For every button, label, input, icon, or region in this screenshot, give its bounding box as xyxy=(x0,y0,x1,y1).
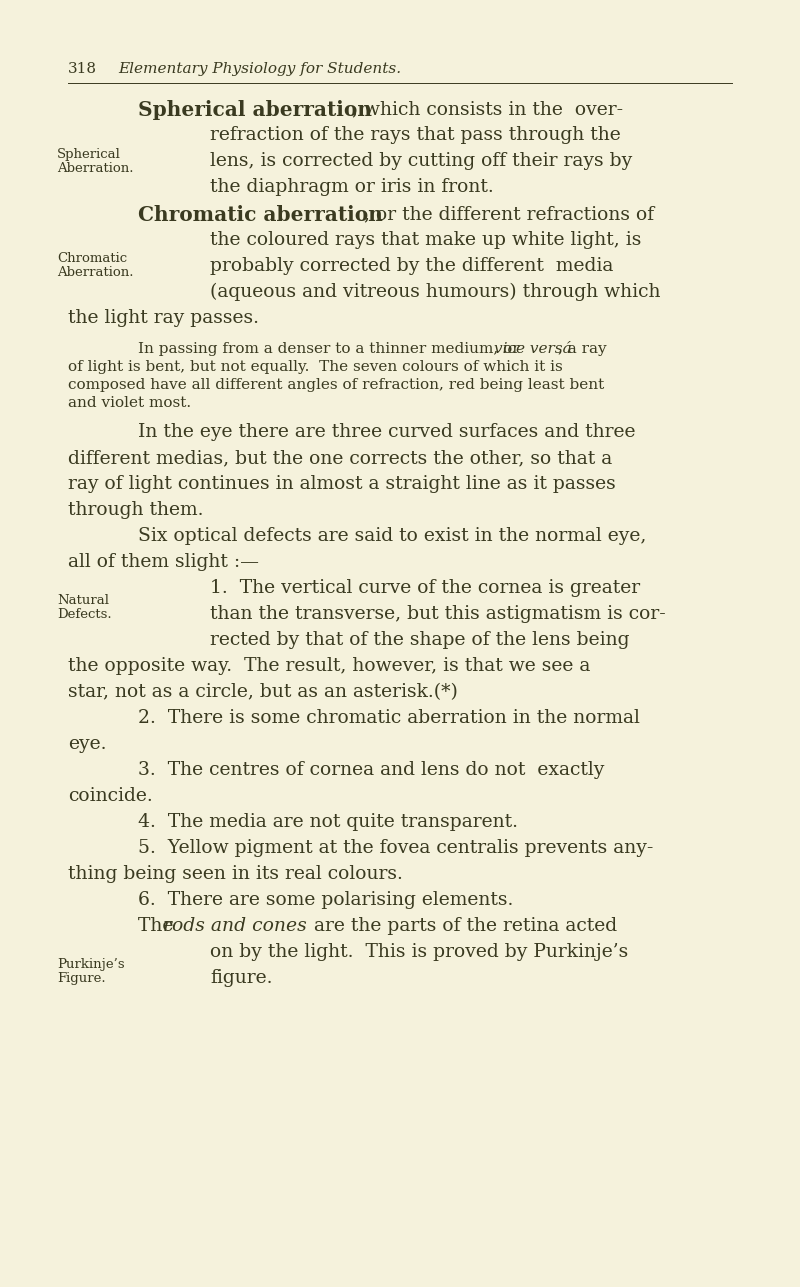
Text: 318: 318 xyxy=(68,62,97,76)
Text: Defects.: Defects. xyxy=(57,607,112,622)
Text: ray of light continues in almost a straight line as it passes: ray of light continues in almost a strai… xyxy=(68,475,616,493)
Text: Figure.: Figure. xyxy=(57,972,106,985)
Text: refraction of the rays that pass through the: refraction of the rays that pass through… xyxy=(210,126,621,144)
Text: probably corrected by the different  media: probably corrected by the different medi… xyxy=(210,257,614,275)
Text: 1.  The vertical curve of the cornea is greater: 1. The vertical curve of the cornea is g… xyxy=(210,579,640,597)
Text: than the transverse, but this astigmatism is cor-: than the transverse, but this astigmatis… xyxy=(210,605,666,623)
Text: Elementary Physiology for Students.: Elementary Physiology for Students. xyxy=(118,62,401,76)
Text: rods and cones: rods and cones xyxy=(163,918,306,934)
Text: vice versá: vice versá xyxy=(494,342,572,356)
Text: are the parts of the retina acted: are the parts of the retina acted xyxy=(308,918,617,934)
Text: of light is bent, but not equally.  The seven colours of which it is: of light is bent, but not equally. The s… xyxy=(68,360,562,375)
Text: 3.  The centres of cornea and lens do not  exactly: 3. The centres of cornea and lens do not… xyxy=(138,761,604,779)
Text: rected by that of the shape of the lens being: rected by that of the shape of the lens … xyxy=(210,631,630,649)
Text: The: The xyxy=(138,918,179,934)
Text: eye.: eye. xyxy=(68,735,106,753)
Text: figure.: figure. xyxy=(210,969,273,987)
Text: , or the different refractions of: , or the different refractions of xyxy=(364,205,654,223)
Text: 4.  The media are not quite transparent.: 4. The media are not quite transparent. xyxy=(138,813,518,831)
Text: Purkinje’s: Purkinje’s xyxy=(57,958,125,970)
Text: Spherical aberration: Spherical aberration xyxy=(138,100,372,120)
Text: the opposite way.  The result, however, is that we see a: the opposite way. The result, however, i… xyxy=(68,656,590,674)
Text: through them.: through them. xyxy=(68,501,203,519)
Text: Chromatic: Chromatic xyxy=(57,252,127,265)
Text: , a ray: , a ray xyxy=(558,342,606,356)
Text: 2.  There is some chromatic aberration in the normal: 2. There is some chromatic aberration in… xyxy=(138,709,640,727)
Text: Natural: Natural xyxy=(57,595,109,607)
Text: In passing from a denser to a thinner medium, or: In passing from a denser to a thinner me… xyxy=(138,342,525,356)
Text: on by the light.  This is proved by Purkinje’s: on by the light. This is proved by Purki… xyxy=(210,943,628,961)
Text: lens, is corrected by cutting off their rays by: lens, is corrected by cutting off their … xyxy=(210,152,632,170)
Text: , which consists in the  over-: , which consists in the over- xyxy=(352,100,623,118)
Text: thing being seen in its real colours.: thing being seen in its real colours. xyxy=(68,865,403,883)
Text: 5.  Yellow pigment at the fovea centralis prevents any-: 5. Yellow pigment at the fovea centralis… xyxy=(138,839,654,857)
Text: the light ray passes.: the light ray passes. xyxy=(68,309,259,327)
Text: all of them slight :—: all of them slight :— xyxy=(68,553,259,571)
Text: star, not as a circle, but as an asterisk.(*): star, not as a circle, but as an asteris… xyxy=(68,683,458,701)
Text: the diaphragm or iris in front.: the diaphragm or iris in front. xyxy=(210,178,494,196)
Text: Aberration.: Aberration. xyxy=(57,162,134,175)
Text: In the eye there are three curved surfaces and three: In the eye there are three curved surfac… xyxy=(138,423,635,441)
Text: 6.  There are some polarising elements.: 6. There are some polarising elements. xyxy=(138,891,514,909)
Text: coincide.: coincide. xyxy=(68,786,153,804)
Text: Spherical: Spherical xyxy=(57,148,121,161)
Text: Aberration.: Aberration. xyxy=(57,266,134,279)
Text: Six optical defects are said to exist in the normal eye,: Six optical defects are said to exist in… xyxy=(138,526,646,544)
Text: (aqueous and vitreous humours) through which: (aqueous and vitreous humours) through w… xyxy=(210,283,661,301)
Text: composed have all different angles of refraction, red being least bent: composed have all different angles of re… xyxy=(68,378,604,393)
Text: Chromatic aberration: Chromatic aberration xyxy=(138,205,383,225)
Text: different medias, but the one corrects the other, so that a: different medias, but the one corrects t… xyxy=(68,449,612,467)
Text: the coloured rays that make up white light, is: the coloured rays that make up white lig… xyxy=(210,230,642,248)
Text: and violet most.: and violet most. xyxy=(68,396,191,411)
